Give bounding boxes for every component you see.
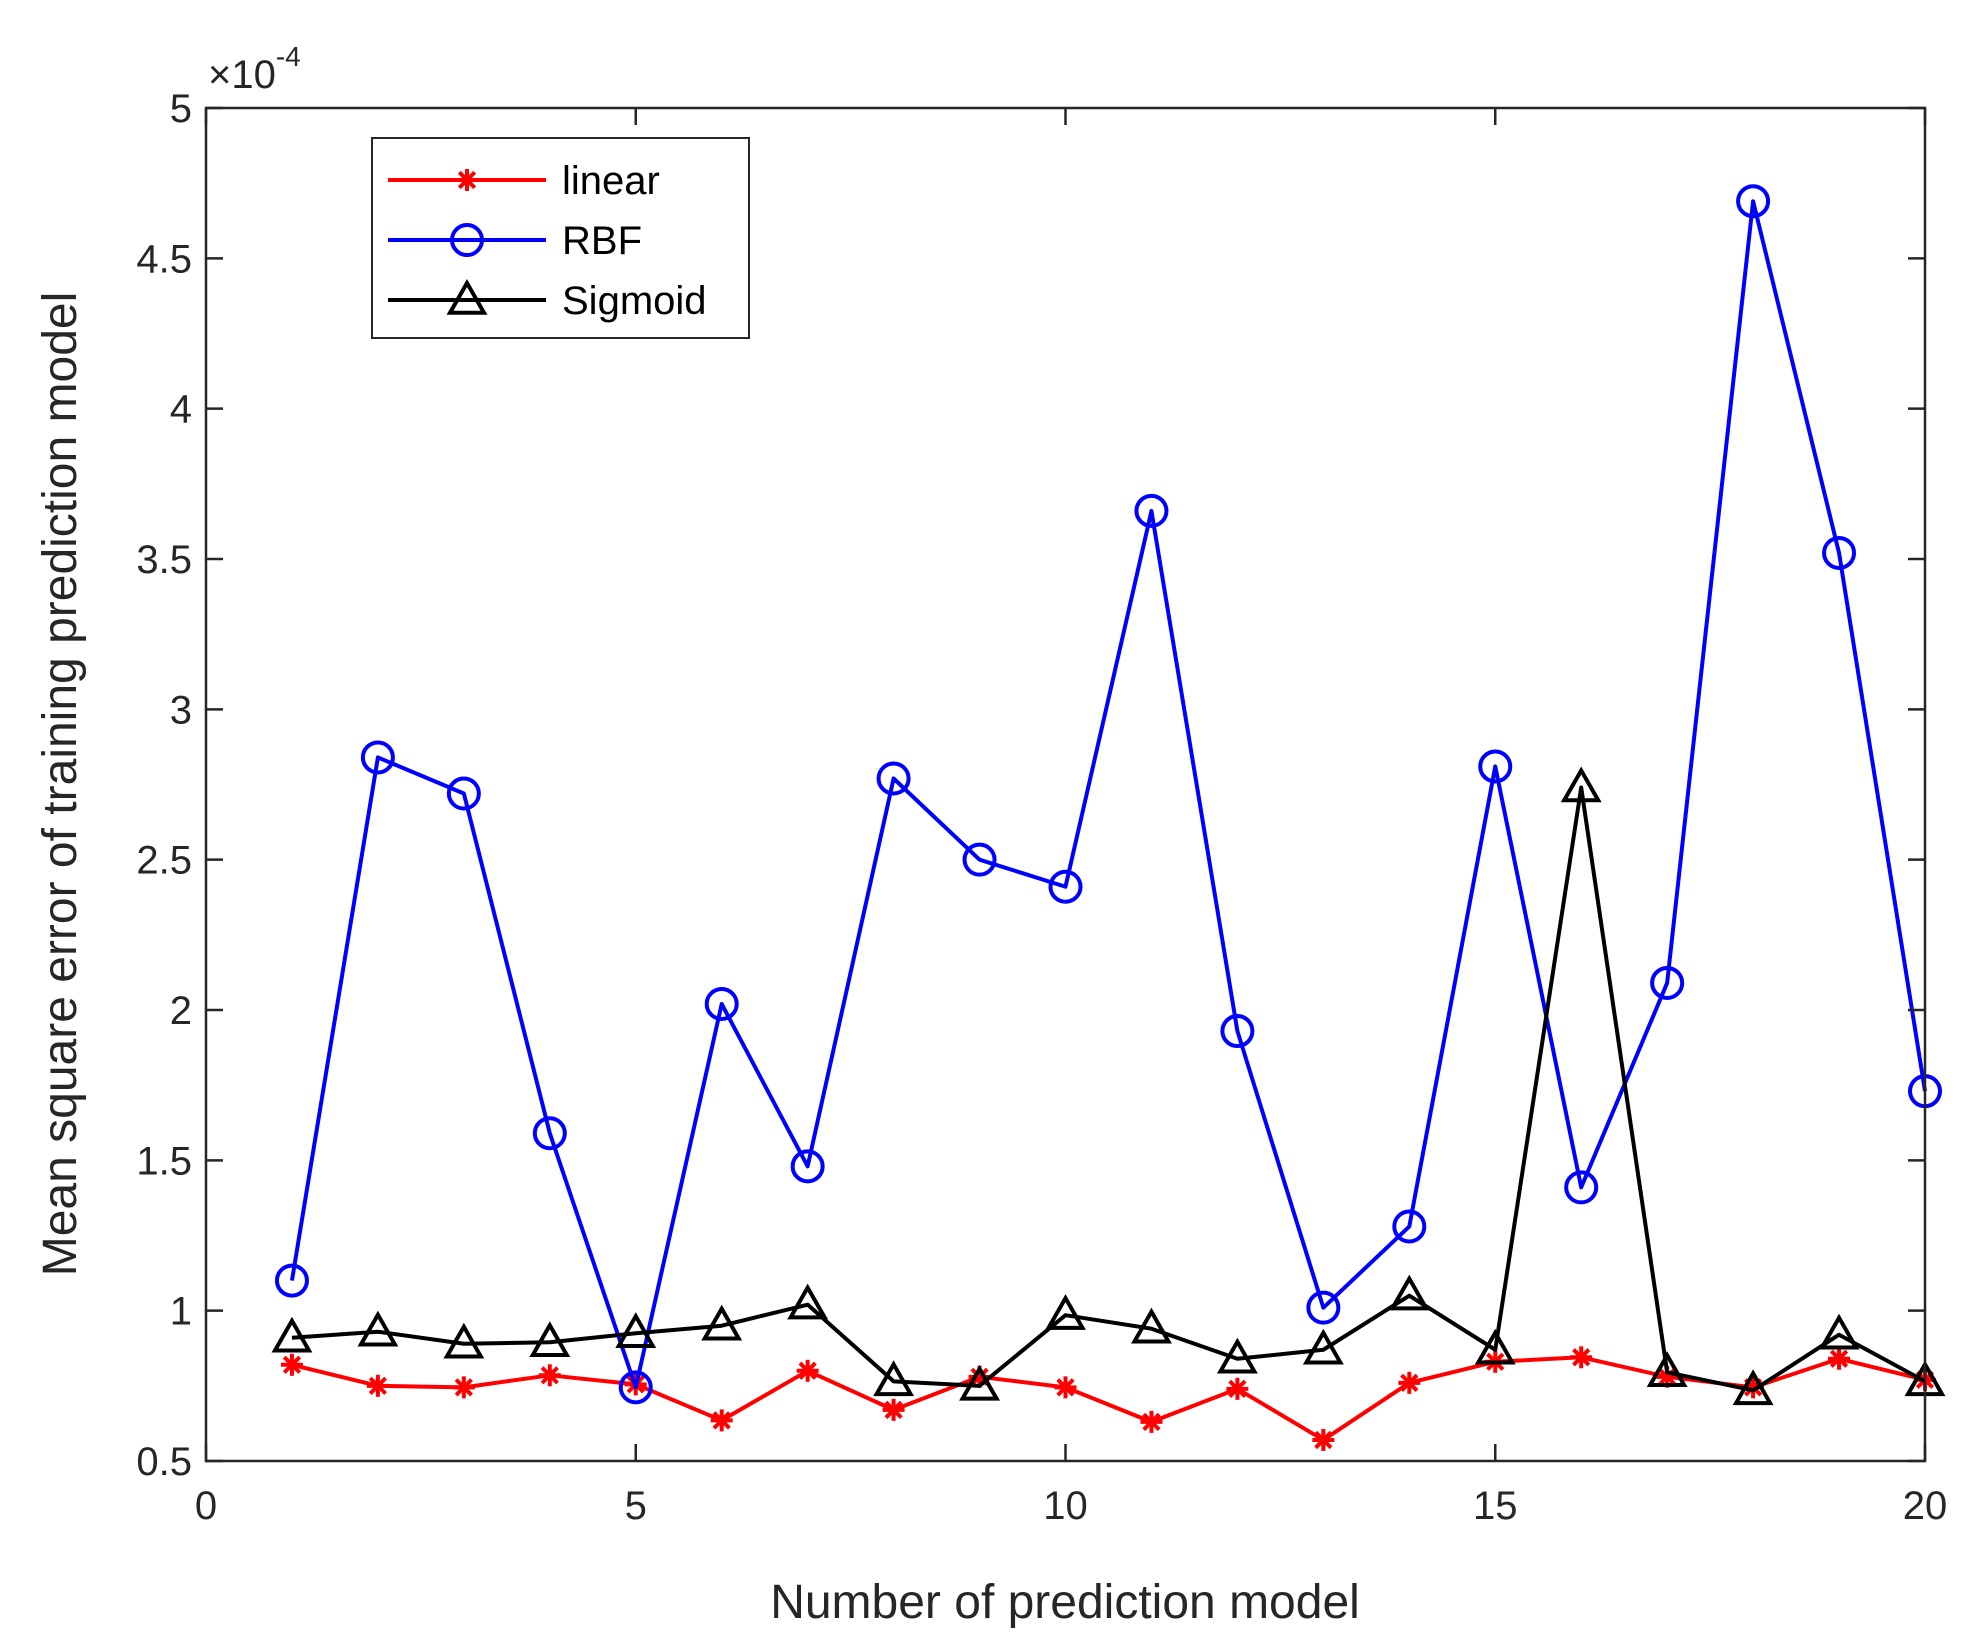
data-point-sigmoid bbox=[1388, 1274, 1430, 1311]
legend-items: linear RBF Sigmoid bbox=[388, 159, 707, 323]
legend-label-sigmoid: Sigmoid bbox=[562, 279, 707, 323]
data-point-sigmoid bbox=[443, 1322, 485, 1359]
data-point-rbf bbox=[1822, 535, 1857, 570]
data-point-sigmoid bbox=[1560, 766, 1602, 803]
legend: linear RBF Sigmoid bbox=[371, 137, 750, 339]
data-point-rbf bbox=[1478, 749, 1513, 784]
data-point-linear bbox=[280, 1353, 303, 1376]
y-tick-label: 1 bbox=[170, 1290, 192, 1334]
data-point-sigmoid bbox=[873, 1360, 915, 1397]
data-point-rbf bbox=[1564, 1170, 1599, 1205]
data-point-linear bbox=[710, 1409, 733, 1432]
data-point-linear bbox=[882, 1398, 905, 1421]
series-layer bbox=[271, 184, 1946, 1451]
data-point-rbf bbox=[1650, 965, 1685, 1000]
data-point-linear bbox=[796, 1359, 819, 1382]
data-point-rbf bbox=[274, 1263, 309, 1298]
data-point-sigmoid bbox=[1045, 1294, 1086, 1330]
y-axis-title: Mean square error of training prediction… bbox=[34, 292, 87, 1277]
data-point-rbf bbox=[1220, 1014, 1255, 1049]
x-axis-title: Number of prediction model bbox=[770, 1576, 1360, 1629]
x-tick-label: 20 bbox=[1903, 1484, 1948, 1528]
series-line-linear bbox=[291, 1355, 1926, 1442]
x-tick-label: 15 bbox=[1473, 1484, 1518, 1528]
series-line-sigmoid bbox=[291, 785, 1926, 1393]
data-point-linear bbox=[1828, 1347, 1851, 1370]
data-point-linear bbox=[1398, 1371, 1421, 1394]
data-point-sigmoid bbox=[1732, 1369, 1774, 1406]
data-point-sigmoid bbox=[1474, 1328, 1516, 1365]
data-point-rbf bbox=[704, 986, 739, 1021]
data-point-sigmoid bbox=[271, 1316, 313, 1353]
data-point-rbf bbox=[1306, 1290, 1341, 1325]
y-exponent-label: ×10-4 bbox=[208, 41, 301, 97]
data-point-sigmoid bbox=[1818, 1313, 1860, 1350]
data-point-rbf bbox=[532, 1116, 567, 1151]
data-point-rbf bbox=[446, 776, 481, 811]
data-point-linear bbox=[1054, 1376, 1077, 1399]
y-tick-label: 3 bbox=[170, 688, 192, 732]
x-tick-label: 10 bbox=[1043, 1484, 1088, 1528]
data-point-sigmoid bbox=[529, 1321, 571, 1357]
y-tick-label: 2.5 bbox=[136, 839, 192, 883]
data-point-rbf bbox=[790, 1149, 825, 1184]
data-point-sigmoid bbox=[1216, 1337, 1258, 1374]
data-point-rbf bbox=[1736, 184, 1771, 219]
data-point-sigmoid bbox=[357, 1310, 399, 1347]
legend-label-rbf: RBF bbox=[562, 219, 642, 263]
series-line-rbf bbox=[289, 199, 1927, 1390]
data-point-linear bbox=[1140, 1410, 1163, 1433]
data-point-linear bbox=[1570, 1346, 1593, 1369]
data-point-sigmoid bbox=[959, 1364, 1000, 1401]
data-point-sigmoid bbox=[1646, 1351, 1688, 1388]
data-point-sigmoid bbox=[787, 1283, 829, 1320]
data-point-linear bbox=[366, 1374, 389, 1397]
y-tick-label: 3.5 bbox=[136, 538, 192, 582]
data-point-sigmoid bbox=[701, 1304, 743, 1341]
data-point-rbf bbox=[1392, 1209, 1427, 1244]
y-tick-label: 2 bbox=[170, 989, 192, 1033]
x-tick-label: 5 bbox=[625, 1484, 647, 1528]
data-point-rbf bbox=[1048, 869, 1083, 904]
legend-marker-sigmoid bbox=[446, 278, 488, 315]
data-point-rbf bbox=[618, 1370, 653, 1405]
data-point-linear bbox=[1312, 1428, 1335, 1451]
data-point-rbf bbox=[962, 842, 997, 877]
x-tick-label: 0 bbox=[195, 1484, 217, 1528]
data-point-linear bbox=[1226, 1377, 1249, 1400]
data-point-sigmoid bbox=[615, 1312, 657, 1348]
y-tick-label: 4.5 bbox=[136, 237, 192, 281]
data-point-sigmoid bbox=[1131, 1307, 1172, 1344]
y-tick-label: 0.5 bbox=[136, 1440, 192, 1484]
data-point-linear bbox=[452, 1376, 475, 1399]
y-tick-label: 4 bbox=[170, 388, 192, 432]
data-point-rbf bbox=[876, 761, 911, 796]
data-point-rbf bbox=[360, 740, 395, 775]
tick-layer: 0 5 10 15 20 0.5 1 1.5 2 2.5 3 3.5 4 4.5 5 bbox=[136, 87, 1947, 1528]
y-tick-label: 1.5 bbox=[136, 1139, 192, 1183]
legend-marker-rbf bbox=[450, 223, 484, 257]
data-point-linear bbox=[538, 1364, 561, 1387]
data-point-rbf bbox=[1134, 493, 1169, 528]
y-tick-label: 5 bbox=[170, 87, 192, 131]
legend-label-linear: linear bbox=[562, 159, 660, 203]
data-point-sigmoid bbox=[1302, 1328, 1344, 1365]
legend-marker-linear bbox=[456, 169, 478, 191]
